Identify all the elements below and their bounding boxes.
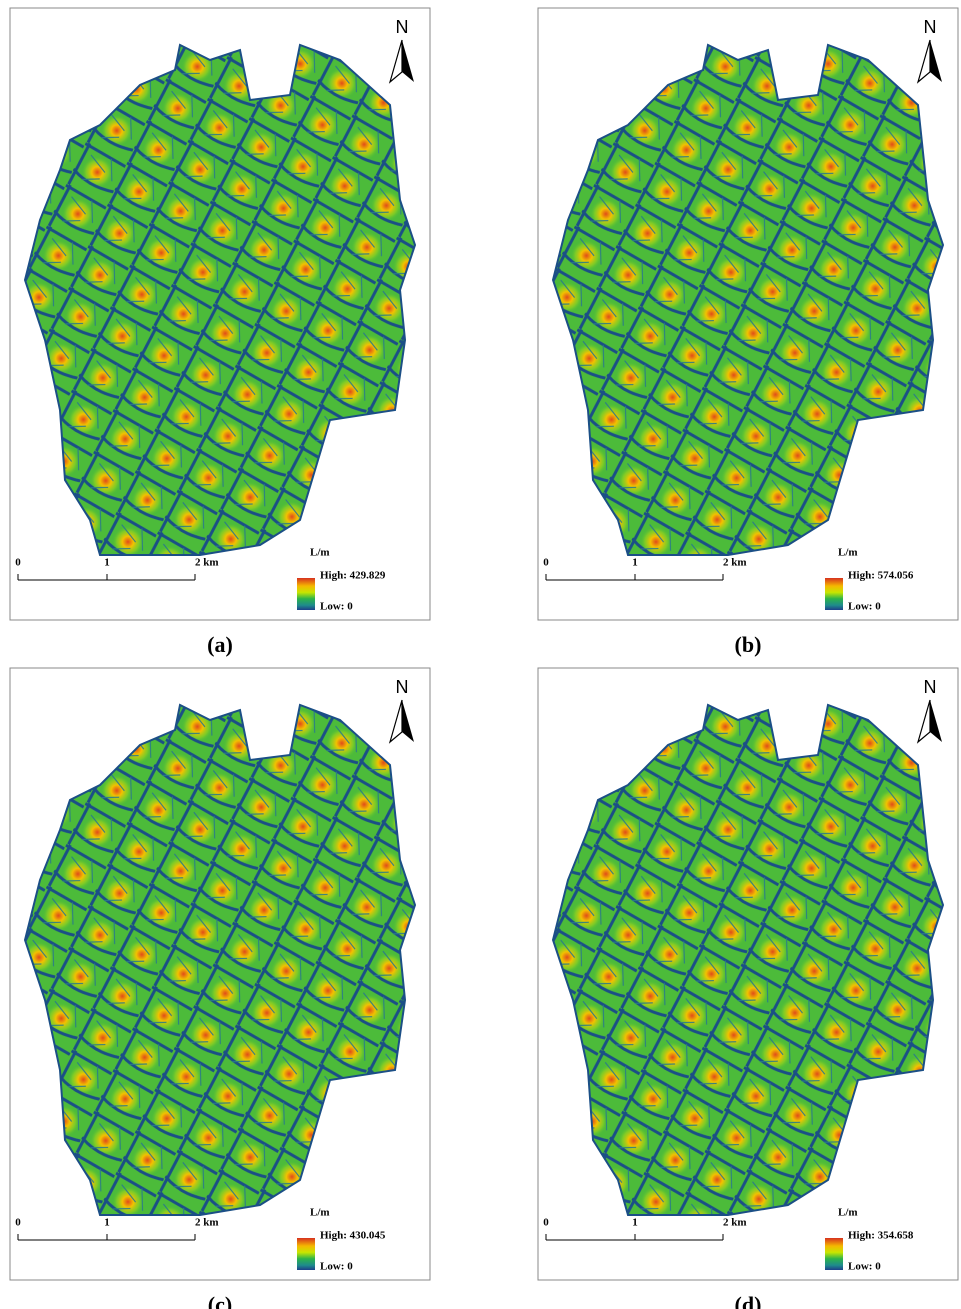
scale-label: 1 bbox=[632, 557, 638, 569]
legend-low: Low: 0 bbox=[848, 601, 881, 613]
scale-label: 1 bbox=[104, 557, 110, 569]
legend-low: Low: 0 bbox=[848, 1261, 881, 1273]
scale-label: 2 km bbox=[723, 1217, 747, 1229]
legend-high: High: 574.056 bbox=[848, 570, 914, 582]
scale-label: 2 km bbox=[195, 1217, 219, 1229]
north-arrow bbox=[390, 40, 402, 82]
north-arrow bbox=[918, 700, 930, 742]
scale-label: 2 km bbox=[195, 557, 219, 569]
scale-label: 0 bbox=[543, 557, 549, 569]
map-panel: N 0 1 2 km L/m High: 430.045 Low: 0 (c) bbox=[10, 668, 430, 1309]
legend-high: High: 354.658 bbox=[848, 1230, 914, 1242]
map-panel: N 0 1 2 km L/m High: 429.829 Low: 0 (a) bbox=[10, 8, 430, 657]
watershed bbox=[553, 705, 943, 1215]
panel-label: (b) bbox=[735, 632, 762, 657]
watershed bbox=[25, 705, 415, 1215]
legend-title: L/m bbox=[310, 1207, 330, 1219]
north-label: N bbox=[396, 17, 409, 37]
north-arrow bbox=[918, 40, 930, 82]
panel-label: (a) bbox=[207, 632, 233, 657]
figure: N 0 1 2 km L/m High: 429.829 Low: 0 (a) N 0 1 2 km L… bbox=[0, 0, 961, 1309]
map-panel: N 0 1 2 km L/m High: 354.658 Low: 0 (d) bbox=[538, 668, 958, 1309]
north-arrow bbox=[402, 700, 414, 742]
panel-label: (c) bbox=[208, 1292, 232, 1309]
north-label: N bbox=[924, 17, 937, 37]
watershed bbox=[25, 45, 415, 555]
map-panel: N 0 1 2 km L/m High: 574.056 Low: 0 (b) bbox=[538, 8, 958, 657]
legend-colorbar bbox=[825, 1238, 843, 1270]
legend-high: High: 429.829 bbox=[320, 570, 386, 582]
scale-label: 1 bbox=[632, 1217, 638, 1229]
legend-title: L/m bbox=[838, 1207, 858, 1219]
scale-label: 2 km bbox=[723, 557, 747, 569]
legend-high: High: 430.045 bbox=[320, 1230, 386, 1242]
legend-colorbar bbox=[297, 578, 315, 610]
north-label: N bbox=[924, 677, 937, 697]
north-arrow bbox=[930, 700, 942, 742]
legend-title: L/m bbox=[838, 547, 858, 559]
legend-title: L/m bbox=[310, 547, 330, 559]
legend-low: Low: 0 bbox=[320, 1261, 353, 1273]
north-arrow bbox=[390, 700, 402, 742]
legend-colorbar bbox=[297, 1238, 315, 1270]
north-arrow bbox=[402, 40, 414, 82]
legend-colorbar bbox=[825, 578, 843, 610]
watershed bbox=[553, 45, 943, 555]
scale-label: 0 bbox=[543, 1217, 549, 1229]
scale-label: 0 bbox=[15, 1217, 21, 1229]
panel-label: (d) bbox=[735, 1292, 762, 1309]
scale-label: 1 bbox=[104, 1217, 110, 1229]
north-arrow bbox=[930, 40, 942, 82]
scale-label: 0 bbox=[15, 557, 21, 569]
legend-low: Low: 0 bbox=[320, 601, 353, 613]
north-label: N bbox=[396, 677, 409, 697]
